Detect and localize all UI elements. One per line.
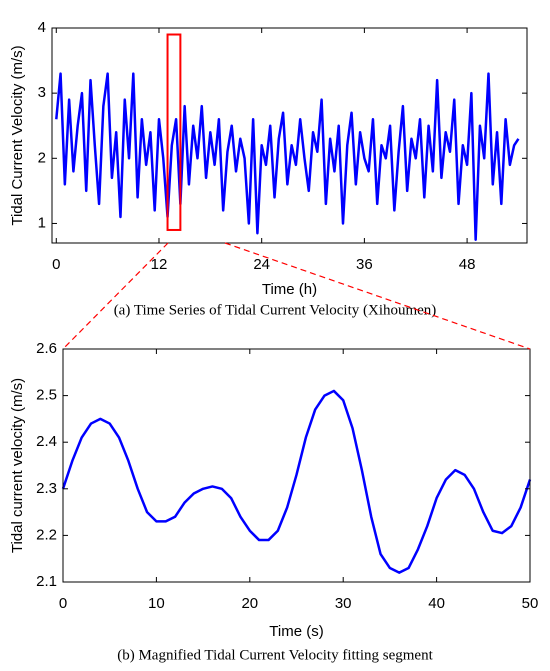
caption: (b) Magnified Tidal Current Velocity fit… [117, 647, 433, 663]
x-tick-label: 50 [522, 595, 539, 612]
y-tick-label: 2.2 [36, 526, 57, 543]
x-tick-label: 0 [52, 256, 60, 273]
y-tick-label: 3 [38, 84, 46, 101]
y-tick-label: 2.6 [36, 340, 57, 357]
y-tick-label: 2.3 [36, 480, 57, 497]
y-tick-label: 2 [38, 149, 46, 166]
zoom-line [224, 242, 531, 350]
x-tick-label: 30 [335, 595, 352, 612]
y-axis-label: Tidal Current Velocity (m/s) [9, 45, 26, 225]
y-tick-label: 1 [38, 214, 46, 231]
x-tick-label: 40 [428, 595, 445, 612]
x-axis-label: Time (s) [269, 623, 323, 640]
y-tick-label: 2.4 [36, 433, 57, 450]
x-tick-label: 12 [151, 256, 168, 273]
x-tick-label: 36 [356, 256, 373, 273]
y-tick-label: 4 [38, 19, 46, 36]
x-tick-label: 48 [459, 256, 476, 273]
axes-box [51, 27, 528, 244]
axes-box [62, 348, 531, 583]
y-axis-label: Tidal current velocity (m/s) [9, 378, 26, 553]
caption: (a) Time Series of Tidal Current Velocit… [114, 302, 437, 318]
x-tick-label: 24 [253, 256, 270, 273]
zoom-line [62, 242, 169, 350]
x-tick-label: 10 [148, 595, 165, 612]
y-tick-label: 2.5 [36, 387, 57, 404]
y-tick-label: 2.1 [36, 573, 57, 590]
data-line [61, 389, 532, 574]
x-axis-label: Time (h) [262, 281, 317, 298]
data-line [55, 72, 520, 241]
x-tick-label: 0 [59, 595, 67, 612]
highlight-box [166, 33, 182, 231]
x-tick-label: 20 [241, 595, 258, 612]
